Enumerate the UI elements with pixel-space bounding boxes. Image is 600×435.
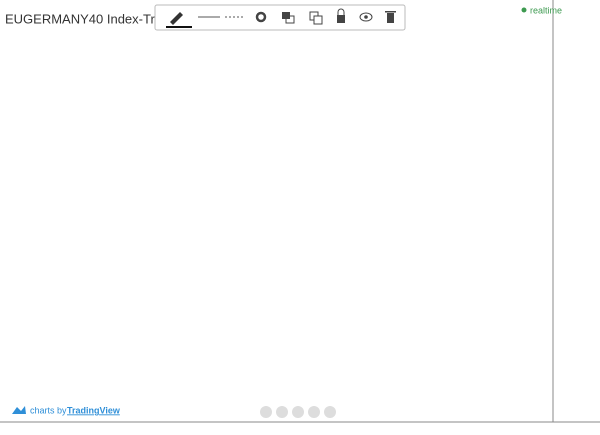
zoom-in-button[interactable] [308, 406, 320, 418]
zoom-out-button[interactable] [276, 406, 288, 418]
hide-pupil [364, 15, 368, 19]
visibility-menu-shape [285, 15, 295, 24]
brand-link[interactable]: TradingView [67, 405, 121, 415]
status: realtime [530, 5, 562, 15]
brand-logo [12, 406, 26, 414]
hide-button[interactable] [359, 12, 373, 22]
chart-title: EUGERMANY40 Index-Tracker, [5, 11, 189, 26]
toolbar-frame [154, 4, 406, 31]
scroll-left-button[interactable] [260, 406, 272, 418]
toolbar [154, 4, 406, 31]
clone-shape [313, 15, 323, 25]
settings-button[interactable] [255, 11, 267, 23]
color-bar [166, 26, 192, 28]
lock-shackle [337, 8, 345, 15]
lock-button[interactable] [337, 15, 345, 23]
branding-text: charts by [30, 405, 67, 415]
status-dot [521, 7, 527, 13]
delete-button[interactable] [387, 13, 394, 23]
scroll-right-button[interactable] [324, 406, 336, 418]
navigation [260, 406, 336, 418]
brush-icon[interactable] [170, 12, 183, 25]
branding: charts by TradingView [12, 405, 121, 415]
delete-lid [385, 11, 396, 13]
reset-button[interactable] [292, 406, 304, 418]
